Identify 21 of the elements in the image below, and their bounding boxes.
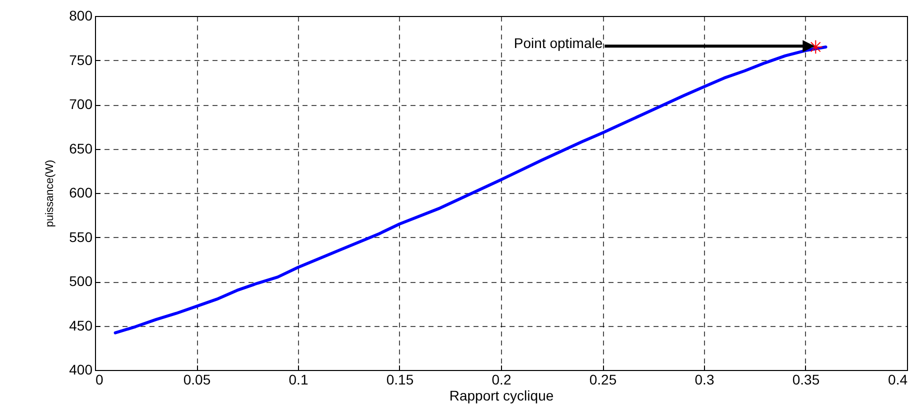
y-tick-label: 500 <box>69 273 93 289</box>
x-tick-label: 0 <box>96 372 104 388</box>
y-tick-label: 750 <box>69 52 93 68</box>
x-tick-label: 0.2 <box>492 372 512 388</box>
y-tick-label: 700 <box>69 96 93 112</box>
x-tick-label: 0.4 <box>888 372 908 388</box>
y-tick-label: 600 <box>69 184 93 200</box>
y-axis-title: puissance(W) <box>44 160 56 228</box>
y-tick-label: 400 <box>69 362 93 378</box>
x-tick-label: 0.1 <box>288 372 308 388</box>
annotation: Point optimale <box>514 35 603 52</box>
x-tick-label: 0.15 <box>386 372 414 388</box>
y-tick-label: 650 <box>69 140 93 156</box>
x-tick-label: 0.3 <box>694 372 714 388</box>
y-tick-label: 550 <box>69 228 93 245</box>
x-tick-label: 0.35 <box>792 372 820 388</box>
x-tick-label: 0.25 <box>589 372 617 388</box>
y-tick-label: 450 <box>69 317 93 334</box>
x-axis-title: Rapport cyclique <box>449 388 554 404</box>
x-tick-label: 0.05 <box>183 372 211 388</box>
y-tick-label: 800 <box>69 8 93 24</box>
